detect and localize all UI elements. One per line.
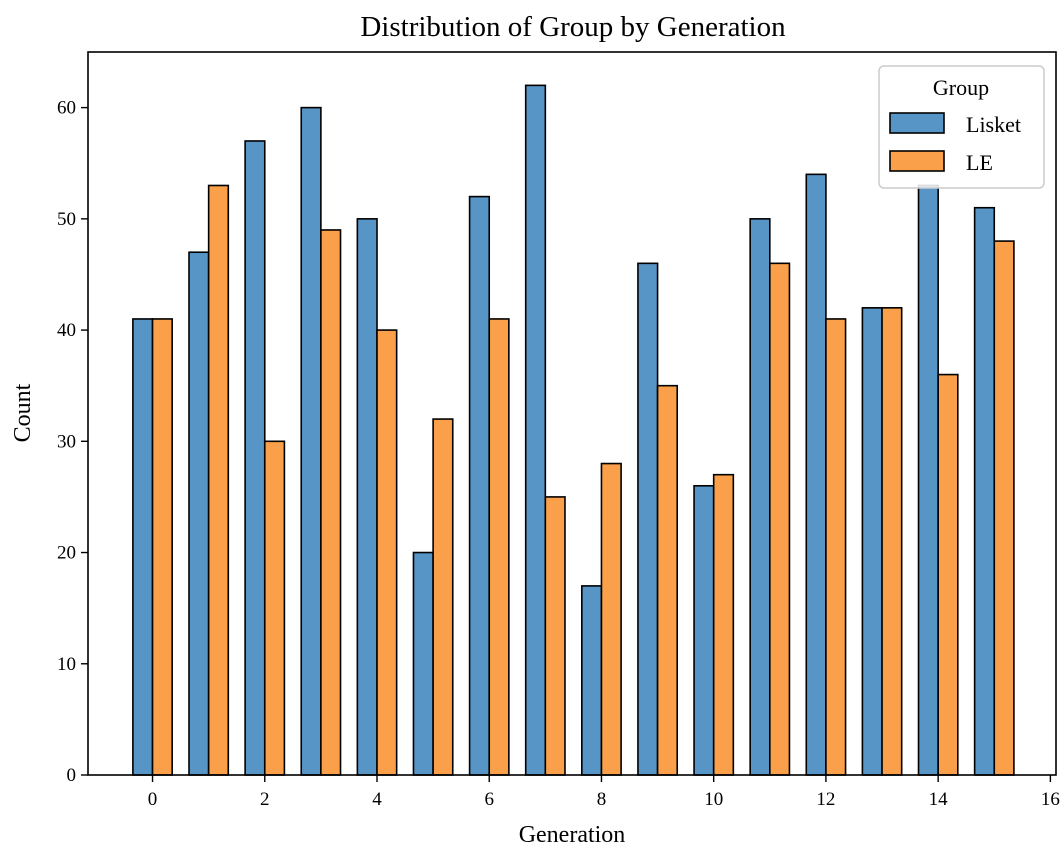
bar-lisket-10 [693,484,715,776]
bar-le-6 [488,318,510,776]
x-tick-label: 12 [816,789,835,810]
plot-frame [87,51,1057,776]
bar-le-11 [769,262,791,776]
x-tick-label: 6 [484,789,494,810]
y-tick-label: 30 [57,431,76,452]
bar-le-4 [376,329,398,776]
x-tick-label: 10 [704,789,723,810]
bar-le-3 [320,229,342,776]
bar-lisket-1 [188,251,210,776]
bar-le-15 [993,240,1015,776]
legend-swatch-lisket [889,112,945,134]
bar-lisket-11 [749,218,771,776]
legend-swatch-le [889,150,945,172]
y-tick-label: 10 [57,654,76,675]
bar-lisket-14 [917,184,939,776]
bar-le-13 [881,307,903,776]
bar-le-1 [207,184,230,776]
bar-lisket-4 [356,218,378,776]
bar-le-8 [600,462,622,776]
bar-lisket-2 [244,140,266,776]
y-tick-label: 60 [57,98,76,119]
y-tick-label: 0 [67,765,77,786]
bar-le-7 [544,496,566,776]
x-tick-label: 2 [260,789,270,810]
bar-lisket-8 [581,585,603,776]
bar-le-12 [825,318,847,776]
x-tick-label: 16 [1041,789,1060,810]
chart-title: Distribution of Group by Generation [360,11,786,43]
bar-lisket-5 [412,551,434,776]
x-tick-label: 14 [929,789,949,810]
bar-le-14 [937,373,959,776]
bar-le-10 [712,473,735,776]
x-axis-label: Generation [519,822,626,847]
bar-lisket-0 [132,318,154,776]
bar-lisket-12 [805,173,827,776]
bar-lisket-3 [300,106,322,776]
bar-le-0 [151,318,173,776]
y-tick-label: 40 [57,320,76,341]
legend: Group Lisket LE [878,65,1045,189]
x-tick-label: 4 [372,789,382,810]
bar-le-2 [263,440,286,776]
legend-label-lisket: Lisket [966,112,1021,137]
y-axis: 0 10 20 30 40 50 60 [57,98,88,786]
bar-le-5 [432,418,454,776]
bar-lisket-13 [861,307,883,776]
legend-label-le: LE [966,150,993,175]
bar-lisket-6 [468,195,491,776]
x-tick-label: 8 [597,789,607,810]
bar-le-9 [656,384,679,776]
y-tick-label: 50 [57,209,76,230]
x-axis: 0 2 4 6 8 10 12 14 16 [148,775,1060,810]
y-axis-label: Count [10,383,36,442]
x-tick-label: 0 [148,789,158,810]
bar-lisket-9 [637,262,659,776]
bars-layer [132,84,1015,776]
y-tick-label: 20 [57,543,76,564]
legend-title: Group [933,75,989,100]
bar-lisket-7 [524,84,547,776]
bar-lisket-15 [973,206,996,776]
